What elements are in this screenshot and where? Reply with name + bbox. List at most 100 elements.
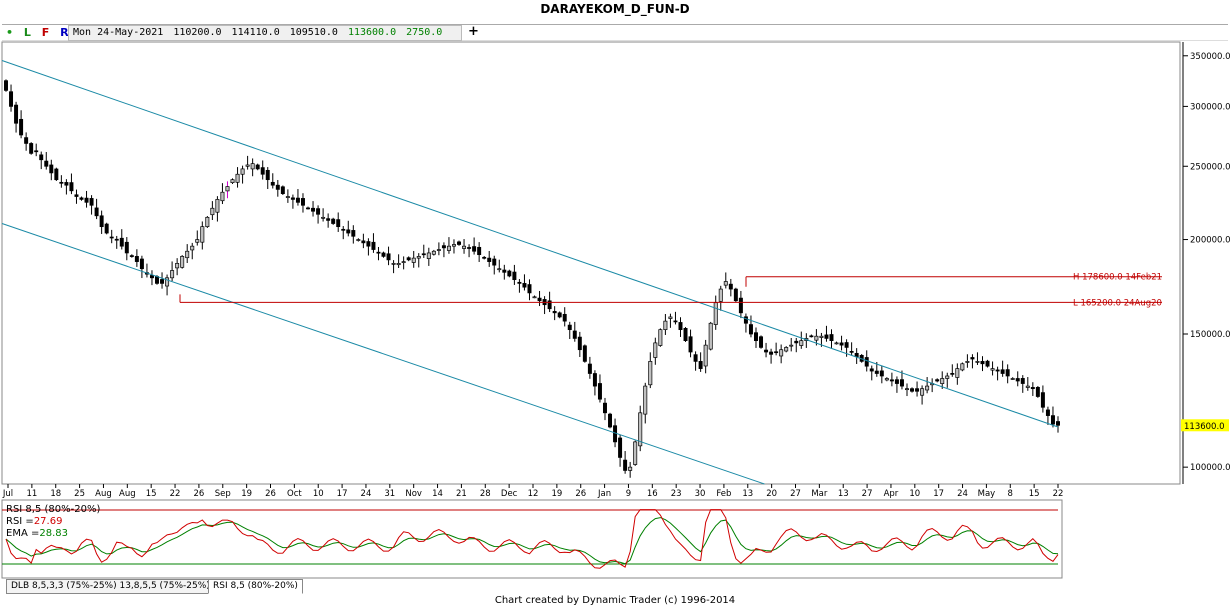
- candle-body: [472, 246, 477, 252]
- candle-body: [306, 207, 310, 210]
- y-tick-label: 200000.0: [1190, 236, 1230, 246]
- candle-body: [834, 342, 839, 345]
- add-study-button[interactable]: +: [468, 24, 479, 39]
- candle-body: [874, 370, 879, 374]
- high-level-label: H 178600.0 14Feb21: [1073, 273, 1162, 283]
- candle-body: [884, 378, 889, 381]
- candle-body: [894, 379, 899, 384]
- candle-body: [899, 379, 904, 387]
- candle-body: [950, 373, 955, 375]
- candle-body: [517, 281, 522, 284]
- candle-body: [39, 154, 44, 161]
- candle-body: [537, 297, 542, 302]
- candle-body: [54, 168, 59, 181]
- candle-body: [643, 385, 648, 415]
- x-tick-label: 9: [626, 489, 631, 499]
- candle-body: [361, 240, 366, 244]
- candle-body: [346, 229, 351, 234]
- candle-body: [215, 199, 220, 213]
- candle-body: [864, 357, 869, 367]
- rsi-indicator-name: RSI 8,5 (80%-20%): [6, 504, 100, 515]
- candle-body: [1050, 415, 1055, 425]
- candle-body: [980, 361, 985, 365]
- candle-body: [155, 276, 159, 284]
- candle-body: [114, 238, 119, 241]
- candle-body: [653, 342, 658, 358]
- candle-body: [376, 251, 381, 254]
- candle-body: [869, 368, 874, 372]
- candle-body: [854, 352, 859, 358]
- x-tick-label: 25: [74, 489, 85, 499]
- candle-body: [195, 239, 200, 243]
- candle-body: [280, 186, 285, 194]
- candle-body: [74, 194, 79, 197]
- x-tick-label: 19: [551, 489, 562, 499]
- rsi-line: [5, 509, 1059, 569]
- x-tick-label: 12: [528, 489, 539, 499]
- toolbar-button-r[interactable]: R: [60, 26, 69, 39]
- candle-body: [567, 324, 572, 331]
- candle-body: [487, 257, 492, 262]
- candle-body: [19, 118, 24, 136]
- candle-body: [371, 241, 376, 250]
- candle-body: [285, 196, 290, 198]
- candle-body: [965, 361, 970, 363]
- candle-body: [391, 263, 396, 265]
- candle-body: [935, 379, 940, 382]
- candle-body: [381, 252, 386, 257]
- candle-body: [557, 312, 562, 318]
- candle-body: [457, 241, 462, 245]
- x-tick-label: 15: [146, 489, 157, 499]
- tab-dlb[interactable]: DLB 8,5,3,3 (75%-25%) 13,8,5,5 (75%-25%): [6, 579, 215, 594]
- candle-body: [849, 351, 854, 353]
- toolbar-button-l[interactable]: L: [23, 26, 31, 39]
- x-tick-label: Jan: [597, 489, 611, 499]
- x-tick-label: 14: [432, 489, 443, 499]
- candle-body: [769, 351, 774, 355]
- candle-body: [139, 258, 144, 270]
- y-tick-label: 250000.0: [1190, 162, 1230, 172]
- candle-body: [512, 271, 517, 281]
- ohlc-readout: Mon 24-May-2021 110200.0 114110.0 109510…: [68, 25, 462, 41]
- candle-body: [638, 412, 643, 447]
- candle-body: [220, 191, 225, 202]
- upper-channel-line: [1, 60, 1059, 428]
- ema-readout: EMA =28.83: [6, 528, 68, 539]
- candle-body: [84, 197, 89, 203]
- candle-body: [321, 216, 326, 219]
- candle-body: [562, 313, 567, 322]
- candle-body: [910, 388, 915, 392]
- x-tick-label: 15: [1029, 489, 1040, 499]
- candle-body: [235, 173, 240, 183]
- candle-body: [326, 218, 331, 221]
- candle-body: [618, 437, 623, 458]
- candle-body: [441, 245, 446, 249]
- candle-body: [502, 269, 507, 273]
- x-tick-label: Feb: [716, 489, 731, 499]
- candle-body: [774, 351, 779, 354]
- candle-body: [421, 253, 426, 256]
- candle-body: [290, 197, 295, 200]
- candle-body: [995, 369, 1000, 372]
- candle-body: [497, 268, 502, 271]
- candle-body: [879, 370, 884, 377]
- candle-body: [411, 257, 416, 263]
- candle-body: [134, 256, 139, 262]
- x-tick-label: 19: [241, 489, 252, 499]
- candle-body: [602, 402, 607, 414]
- candle-body: [165, 277, 170, 287]
- candle-body: [597, 383, 602, 400]
- candle-body: [341, 228, 346, 231]
- candle-body: [119, 237, 124, 247]
- candle-body: [572, 330, 577, 339]
- candle-body: [416, 256, 421, 259]
- candle-body: [250, 163, 255, 170]
- x-tick-label: Aug: [95, 489, 112, 499]
- candle-body: [507, 270, 512, 277]
- candle-body: [477, 246, 482, 256]
- x-tick-label: Jul: [2, 489, 13, 499]
- tab-rsi[interactable]: RSI 8,5 (80%-20%): [208, 579, 303, 594]
- toolbar-button-f[interactable]: F: [41, 26, 50, 39]
- candle-body: [925, 385, 930, 391]
